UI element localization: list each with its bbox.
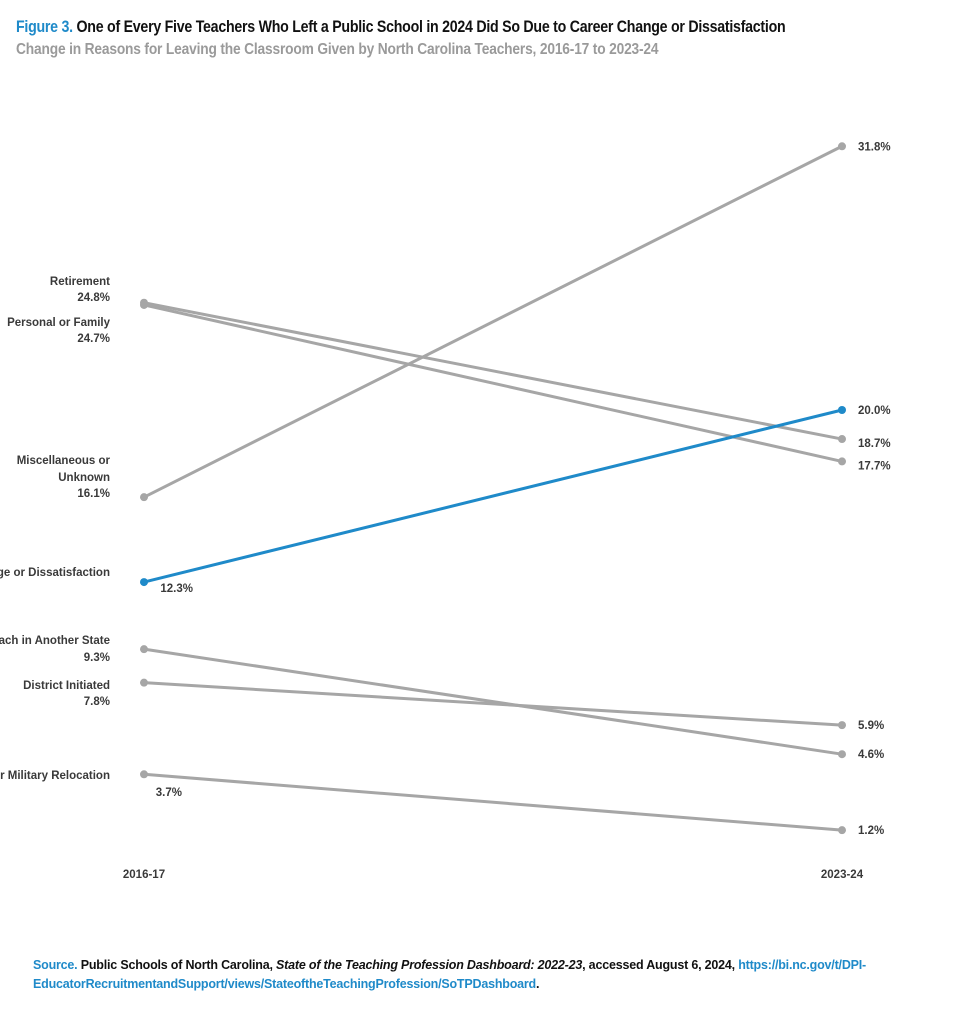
source-publication: State of the Teaching Profession Dashboa…: [276, 958, 583, 972]
point-end-career-change-or-dissatisfaction: [838, 406, 846, 414]
start-value-retirement: 24.8%: [77, 292, 110, 304]
series-name-personal-or-family: Personal or Family: [7, 317, 111, 329]
source-text-1: Public Schools of North Carolina,: [80, 958, 273, 972]
point-end-retirement: [838, 435, 846, 444]
source-end: .: [536, 977, 540, 991]
series-line-retirement: [142, 301, 844, 441]
end-value-career-change-or-dissatisfaction: 20.0%: [858, 405, 891, 417]
x-tick-2023-24: 2023-24: [821, 869, 864, 881]
point-end-teach-in-another-state: [838, 750, 846, 759]
series-line-personal-or-family: [142, 303, 844, 463]
series-name-miscellaneous-or-unknown-1: Miscellaneous or: [17, 455, 111, 467]
source-link[interactable]: https://bi.nc.gov/t/DPI-EducatorRecruitm…: [33, 958, 867, 991]
series-name-district-initiated: District Initiated: [23, 680, 110, 692]
source-note: Source. Public Schools of North Carolina…: [33, 956, 913, 994]
figure-label: Figure 3.: [16, 18, 73, 36]
point-start-term-ended-or-military-relocation: [140, 770, 148, 779]
point-end-personal-or-family: [838, 457, 846, 466]
source-label: Source.: [33, 958, 78, 972]
end-value-teach-in-another-state: 4.6%: [858, 749, 884, 761]
start-value-teach-in-another-state: 9.3%: [84, 652, 110, 664]
series-line-miscellaneous-or-unknown: [142, 144, 844, 499]
point-end-district-initiated: [838, 721, 846, 730]
start-value-district-initiated: 7.8%: [84, 696, 110, 708]
series-line-teach-in-another-state: [142, 647, 844, 756]
x-axis: 2016-17 2023-24: [123, 869, 864, 881]
point-start-personal-or-family: [140, 300, 148, 309]
start-value-term-ended-or-military-relocation: 3.7%: [156, 787, 182, 799]
point-start-career-change-or-dissatisfaction: [140, 578, 148, 587]
point-start-miscellaneous-or-unknown: [140, 493, 148, 502]
series-line-district-initiated: [142, 681, 844, 727]
end-value-miscellaneous-or-unknown: 31.8%: [858, 141, 891, 153]
series-line-term-ended-or-military-relocation: [142, 772, 844, 832]
slope-chart: Retirement 24.8% 18.7% Personal or Family 24…: [0, 141, 891, 881]
point-end-term-ended-or-military-relocation: [838, 826, 846, 835]
point-start-district-initiated: [140, 678, 148, 687]
series-labels: Retirement 24.8% 18.7% Personal or Family 24…: [0, 141, 891, 837]
x-tick-2016-17: 2016-17: [123, 869, 165, 881]
series-name-term-ended-or-military-relocation: Term Ended or Military Relocation: [0, 770, 110, 782]
figure-title-text: One of Every Five Teachers Who Left a Pu…: [76, 18, 786, 36]
series-line-career-change-or-dissatisfaction: [142, 408, 844, 584]
chart-title: Figure 3. One of Every Five Teachers Who…: [16, 18, 786, 37]
source-text-2: , accessed August 6, 2024,: [582, 958, 735, 972]
start-value-personal-or-family: 24.7%: [77, 333, 110, 345]
point-end-miscellaneous-or-unknown: [838, 142, 846, 151]
end-value-district-initiated: 5.9%: [858, 720, 884, 732]
series-name-career-change-or-dissatisfaction: Career Change or Dissatisfaction: [0, 567, 110, 579]
series-name-miscellaneous-or-unknown-2: Unknown: [58, 472, 110, 484]
series-lines: [140, 142, 846, 835]
series-name-retirement: Retirement: [50, 276, 110, 288]
start-value-miscellaneous-or-unknown: 16.1%: [77, 488, 110, 500]
start-value-career-change-or-dissatisfaction: 12.3%: [160, 583, 193, 595]
end-value-retirement: 18.7%: [858, 438, 891, 450]
point-start-teach-in-another-state: [140, 645, 148, 654]
end-value-personal-or-family: 17.7%: [858, 460, 891, 472]
chart-subtitle: Change in Reasons for Leaving the Classr…: [16, 41, 659, 58]
series-name-teach-in-another-state: Teach in Another State: [0, 635, 110, 647]
end-value-term-ended-or-military-relocation: 1.2%: [858, 825, 884, 837]
